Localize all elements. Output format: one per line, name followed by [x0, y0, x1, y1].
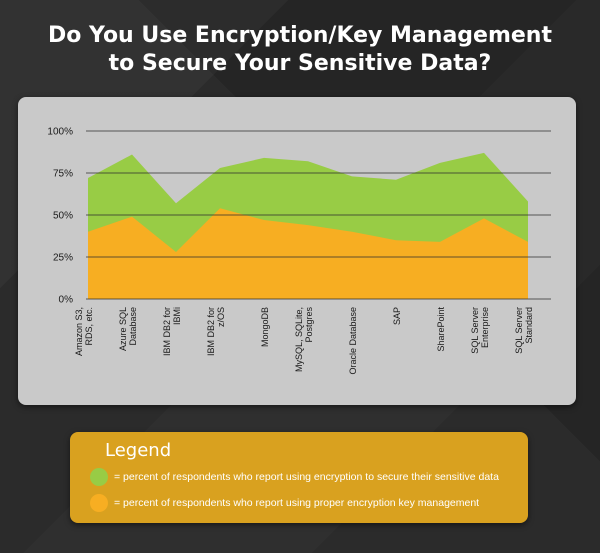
x-tick-label: SAP — [392, 307, 402, 325]
legend-item-encryption: = percent of respondents who report usin… — [90, 467, 499, 487]
area-series-key_management — [88, 208, 528, 299]
legend-item-key-management: = percent of respondents who report usin… — [90, 493, 479, 513]
legend-panel: Legend = percent of respondents who repo… — [70, 432, 528, 523]
chart-title-line-1: Do You Use Encryption/Key Management — [48, 23, 552, 48]
y-tick-label: 0% — [59, 295, 74, 306]
legend-swatch-green — [90, 468, 108, 486]
legend-label-encryption: = percent of respondents who report usin… — [114, 471, 499, 483]
y-tick-label: 50% — [53, 211, 73, 222]
chart-gridlines — [86, 130, 551, 300]
y-tick-label: 25% — [53, 253, 73, 264]
area-chart: 0% 25% 50% 75% 100% Amazon S3,RDS, etc. Azure… — [47, 127, 551, 375]
x-tick-label: Azure SQLDatabase — [118, 307, 138, 351]
legend-swatch-orange — [90, 494, 108, 512]
y-axis-ticks: 0% 25% 50% 75% 100% — [47, 127, 73, 306]
x-tick-label: SQL ServerEnterprise — [470, 307, 490, 354]
x-tick-label: IBM DB2 forz/OS — [206, 307, 226, 356]
chart-title: Do You Use Encryption/Key Management to … — [0, 22, 600, 78]
chart-panel: 0% 25% 50% 75% 100% Amazon S3,RDS, etc. Azure… — [18, 97, 576, 405]
x-tick-label: IBM DB2 forIBMi — [162, 307, 182, 356]
x-tick-label: Oracle Database — [348, 307, 358, 375]
x-axis-ticks: Amazon S3,RDS, etc. Azure SQLDatabase IBM … — [74, 307, 534, 375]
x-tick-label: SharePoint — [436, 307, 446, 352]
x-tick-label: SQL ServerStandard — [514, 307, 534, 354]
legend-label-key-management: = percent of respondents who report usin… — [114, 497, 480, 509]
y-tick-label: 100% — [47, 127, 73, 138]
x-tick-label: MongoDB — [260, 307, 270, 347]
y-tick-label: 75% — [53, 169, 73, 180]
chart-areas — [88, 152, 528, 299]
x-tick-label: Amazon S3,RDS, etc. — [74, 307, 94, 356]
legend-title: Legend — [105, 440, 172, 461]
chart-title-line-2: to Secure Your Sensitive Data? — [108, 51, 492, 76]
x-tick-label: MySQL, SQLite,Postgres — [294, 307, 314, 373]
